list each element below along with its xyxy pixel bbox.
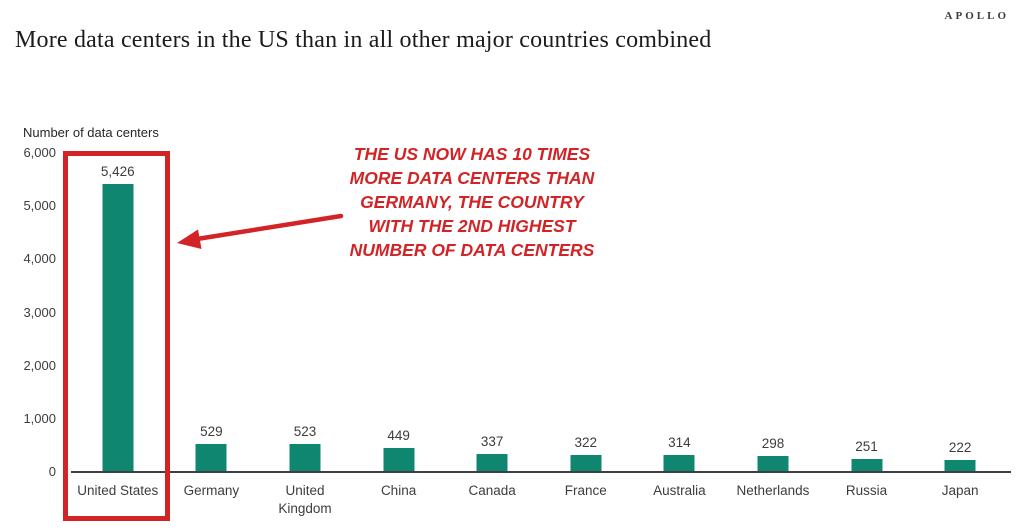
bar-value-label: 337 [480, 434, 504, 450]
bar [570, 454, 602, 472]
bar-category-label: Netherlands [736, 483, 810, 498]
bar [476, 454, 508, 472]
bar-category-label: United Kingdom [278, 483, 332, 516]
bar [102, 183, 134, 472]
brand-logo: APOLLO [944, 10, 1009, 22]
x-axis-line [71, 471, 1011, 473]
bar [851, 458, 883, 472]
bar-group: 449 China [352, 153, 446, 498]
annotation-line: WITH THE 2ND HIGHEST [368, 216, 576, 236]
bar-group: 5,426 United States [71, 153, 165, 498]
bar [944, 460, 976, 472]
y-tick-label: 4,000 [23, 251, 56, 267]
y-tick-label: 2,000 [23, 357, 56, 373]
bar-group: 298 Netherlands [726, 153, 820, 498]
bar [757, 456, 789, 472]
annotation-line: MORE DATA CENTERS THAN [349, 168, 595, 188]
bar-category-label: Japan [941, 483, 979, 498]
bar-value-label: 449 [387, 428, 410, 444]
bar-group: 322 France [539, 153, 633, 498]
chart-title: More data centers in the US than in all … [15, 27, 712, 53]
bar-value-label: 314 [668, 435, 691, 451]
bar-value-label: 529 [200, 423, 223, 439]
bar-group: 222 Japan [913, 153, 1007, 498]
bar-group: 529 Germany [165, 153, 259, 498]
plot-area: 5,426 United States 529 Germany 523 United Ki… [71, 153, 1011, 516]
y-tick-label: 1,000 [23, 410, 56, 426]
annotation-line: GERMANY, THE COUNTRY [360, 192, 584, 212]
y-axis-title: Number of data centers [23, 125, 159, 140]
bar-group: 314 Australia [633, 153, 727, 498]
annotation-line: THE US NOW HAS 10 TIMES [353, 144, 591, 164]
bar [195, 443, 227, 472]
bar-category-label: France [564, 483, 607, 498]
bar-group: 251 Russia [820, 153, 914, 498]
bar-category-label: Germany [183, 483, 240, 498]
y-tick-label: 5,000 [23, 198, 56, 214]
bar-category-label: Canada [468, 483, 516, 498]
annotation-text: THE US NOW HAS 10 TIMES MORE DATA CENTERS… [332, 142, 612, 262]
y-tick-label: 0 [48, 464, 56, 479]
bar-group: 523 United Kingdom [258, 153, 352, 515]
bar-value-label: 222 [948, 440, 972, 456]
bar-value-label: 5,426 [100, 163, 135, 179]
bar-category-label: China [380, 483, 417, 498]
bar-value-label: 298 [761, 436, 785, 452]
bar-value-label: 523 [293, 424, 317, 440]
bar-value-label: 322 [574, 434, 598, 450]
y-tick-label: 6,000 [23, 145, 56, 160]
bar [663, 455, 695, 472]
bar [289, 444, 321, 472]
bar-category-label: Russia [845, 483, 888, 498]
bar-category-label: United States [77, 483, 159, 498]
bar-group: 337 Canada [445, 153, 539, 498]
annotation-line: NUMBER OF DATA CENTERS [349, 240, 595, 260]
bar [383, 448, 415, 472]
bar-value-label: 251 [855, 438, 878, 454]
y-tick-label: 3,000 [23, 304, 56, 320]
bar-category-label: Australia [653, 483, 706, 498]
bar-series: 5,426 United States 529 Germany 523 United Ki… [71, 153, 1007, 516]
